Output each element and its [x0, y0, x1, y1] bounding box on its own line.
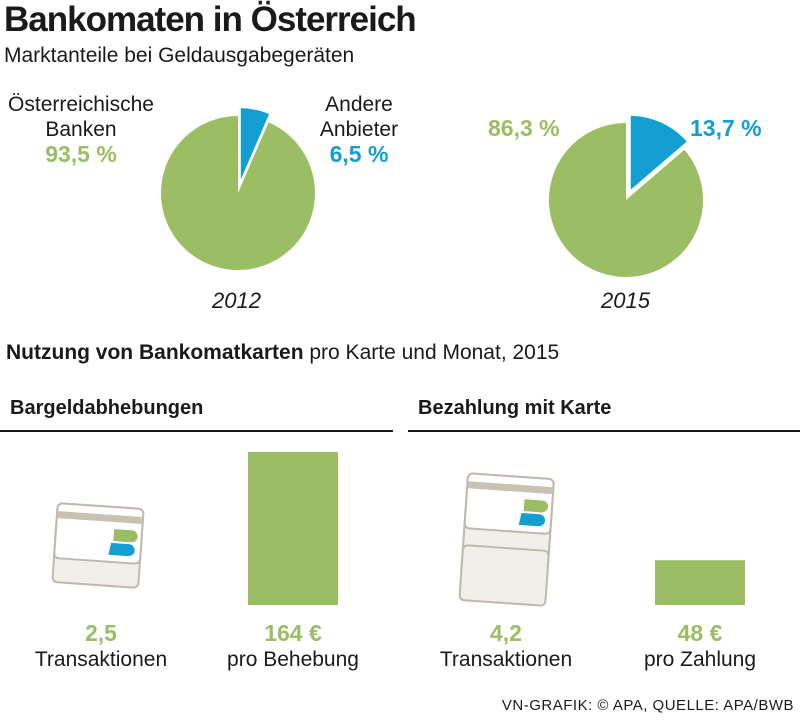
bar-withdrawals-amount [248, 452, 338, 605]
pie-2015-green-label: 86,3 % [488, 115, 560, 141]
section-title: Nutzung von Bankomatkarten [6, 341, 304, 364]
pie-2015-slice-blue [628, 113, 690, 194]
bankomat-card-icon [53, 502, 145, 565]
pie-2012-slice-green [161, 116, 315, 270]
bankomat-logo-green [113, 529, 138, 543]
legend-blue: Andere Anbieter 6,5 % [318, 92, 400, 167]
pie-2012-slice-blue [238, 106, 272, 185]
payments-amount-value: 48 € [677, 620, 723, 646]
bar-payments-amount [655, 560, 745, 605]
page-subtitle: Marktanteile bei Geldausgabegeräten [4, 44, 355, 67]
bankomat-logo-blue [518, 513, 546, 527]
card-stack-payments [458, 472, 555, 607]
withdrawals-transactions-value: 2,5 [85, 620, 117, 646]
withdrawals-transactions-caption: Transaktionen [34, 648, 168, 671]
divider-left [0, 430, 393, 432]
section-title-suffix: pro Karte und Monat, 2015 [309, 341, 560, 364]
legend-blue-line1: Andere [325, 93, 393, 116]
source-footer: VN-GRAFIK: © APA, QUELLE: APA/BWB [501, 697, 794, 714]
legend-blue-line2: Anbieter [319, 118, 399, 141]
withdrawals-amount-value: 164 € [264, 620, 322, 646]
bankomat-logo-blue [108, 542, 135, 557]
divider-right [408, 430, 800, 432]
pie-2015-slice-green [549, 123, 703, 277]
pie-2015-year: 2015 [601, 288, 650, 313]
pie-2015-blue-label: 13,7 % [690, 115, 762, 141]
payments-transactions-value: 4,2 [490, 620, 522, 646]
bankomat-logo-green [523, 499, 549, 513]
legend-green: Österreichische Banken 93,5 % [0, 92, 162, 167]
pie-2012-green-label: 93,5 % [45, 141, 117, 167]
pie-2012-blue-label: 6,5 % [329, 141, 389, 167]
card-stack-withdrawals [51, 502, 145, 589]
payments-amount-caption: pro Zahlung [643, 648, 757, 671]
legend-green-line1: Österreichische [8, 93, 154, 116]
group-heading-withdrawals: Bargeldabhebungen [10, 397, 204, 419]
pie-2012-year: 2012 [212, 288, 261, 313]
group-heading-payments: Bezahlung mit Karte [418, 397, 612, 419]
withdrawals-amount-caption: pro Behebung [227, 648, 359, 671]
payments-transactions-caption: Transaktionen [439, 648, 573, 671]
bankomat-card-icon [463, 472, 555, 535]
legend-green-line2: Banken [45, 118, 117, 141]
section-heading: Nutzung von Bankomatkarten pro Karte und… [6, 341, 559, 365]
card-icon [458, 544, 550, 607]
page-title: Bankomaten in Österreich [4, 0, 417, 39]
